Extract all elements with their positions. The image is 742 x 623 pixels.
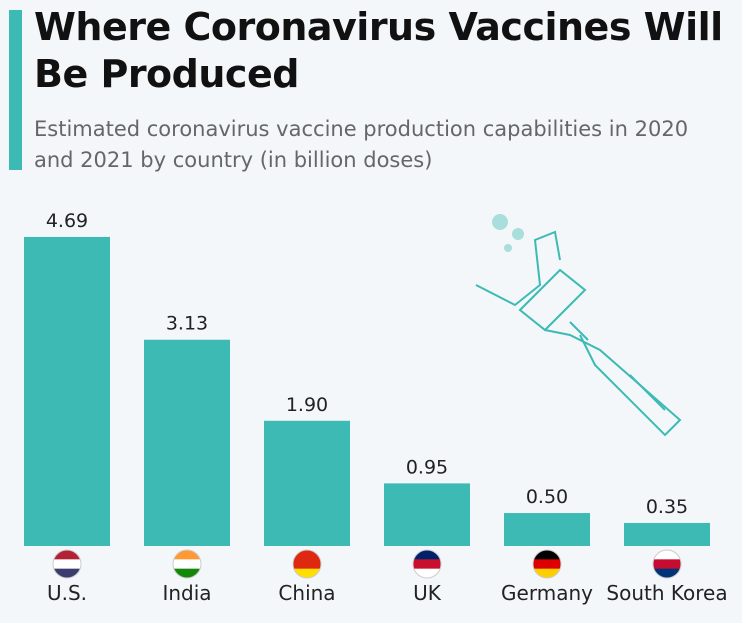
flag-body bbox=[653, 550, 681, 578]
flag-icon bbox=[652, 549, 682, 579]
bar bbox=[264, 420, 350, 546]
flag-icon bbox=[292, 549, 322, 579]
flag-stripe bbox=[413, 550, 441, 560]
flag-body bbox=[53, 550, 81, 578]
flag-icon bbox=[412, 549, 442, 579]
x-tick-label: India bbox=[162, 581, 211, 605]
x-tick-label: South Korea bbox=[606, 581, 727, 605]
flag-icon bbox=[52, 549, 82, 579]
flag-stripe bbox=[173, 568, 201, 578]
syringe-illustration bbox=[475, 214, 682, 437]
flag-outline bbox=[652, 549, 682, 579]
bar bbox=[504, 513, 590, 546]
flag-outline bbox=[292, 549, 322, 579]
flag-stripe bbox=[653, 568, 681, 578]
subtitle-box: Estimated coronavirus vaccine production… bbox=[34, 117, 689, 172]
flag-stripe bbox=[533, 550, 561, 560]
flag-body bbox=[293, 550, 321, 578]
flag-stripe bbox=[293, 559, 321, 570]
flag-stripe bbox=[53, 568, 81, 578]
flag-body bbox=[533, 550, 561, 578]
flag-icon bbox=[172, 549, 202, 579]
flag-stripe bbox=[533, 568, 561, 578]
flag-stripe bbox=[173, 559, 201, 570]
bar bbox=[384, 483, 470, 546]
value-label: 1.90 bbox=[286, 394, 328, 416]
flag-stripe bbox=[413, 559, 441, 570]
x-tick-label: UK bbox=[413, 581, 442, 605]
flag-stripe bbox=[653, 550, 681, 560]
flag-outline bbox=[172, 549, 202, 579]
value-label: 0.95 bbox=[406, 456, 448, 478]
flag-body bbox=[413, 550, 441, 578]
value-label: 3.13 bbox=[166, 313, 208, 335]
flag-body bbox=[173, 550, 201, 578]
value-label: 0.50 bbox=[526, 486, 568, 508]
flag-stripe bbox=[293, 550, 321, 560]
x-tick-label: U.S. bbox=[47, 581, 87, 605]
flag-outline bbox=[412, 549, 442, 579]
flag-stripe bbox=[413, 568, 441, 578]
value-label: 0.35 bbox=[646, 496, 688, 518]
flag-icon bbox=[532, 549, 562, 579]
bar bbox=[24, 236, 110, 546]
bar bbox=[624, 522, 710, 546]
title-box: Where Coronavirus Vaccines Will Be Produ… bbox=[34, 5, 723, 96]
flag-stripe bbox=[653, 559, 681, 570]
flag-outline bbox=[52, 549, 82, 579]
accent-bar bbox=[9, 10, 22, 170]
flag-stripe bbox=[53, 550, 81, 560]
x-tick-label: Germany bbox=[501, 581, 593, 605]
chart-subtitle: Estimated coronavirus vaccine production… bbox=[34, 117, 689, 172]
flag-stripe bbox=[53, 559, 81, 570]
x-tick-label: China bbox=[278, 581, 335, 605]
flag-stripe bbox=[293, 568, 321, 578]
flag-outline bbox=[532, 549, 562, 579]
bar bbox=[144, 339, 230, 546]
flag-stripe bbox=[533, 559, 561, 570]
chart-title: Where Coronavirus Vaccines Will Be Produ… bbox=[34, 5, 723, 96]
flag-stripe bbox=[173, 550, 201, 560]
value-label: 4.69 bbox=[46, 210, 88, 232]
